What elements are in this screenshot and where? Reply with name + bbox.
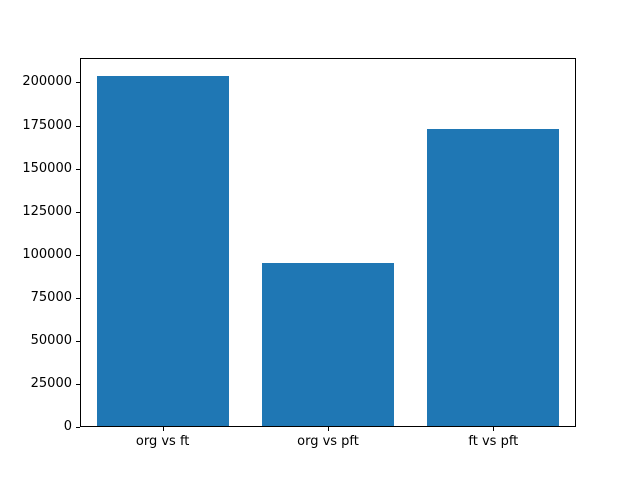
y-tick-label: 150000 xyxy=(22,160,72,176)
y-tick-label: 100000 xyxy=(22,246,72,262)
y-tick-label: 25000 xyxy=(30,375,72,391)
y-tick-mark xyxy=(76,297,80,299)
y-tick-label: 50000 xyxy=(30,332,72,348)
x-tick-mark xyxy=(493,427,495,431)
y-tick-mark xyxy=(76,254,80,256)
y-tick-label: 125000 xyxy=(22,203,72,219)
y-tick-mark xyxy=(76,427,80,428)
y-tick-mark xyxy=(76,211,80,213)
x-tick-mark xyxy=(328,427,329,431)
y-tick-label: 75000 xyxy=(30,289,72,305)
x-tick-mark xyxy=(162,427,164,431)
bar-ft-vs-pft xyxy=(427,128,560,426)
bar-org-vs-pft xyxy=(261,263,395,426)
y-tick-label: 0 xyxy=(63,419,72,434)
y-tick-mark xyxy=(76,125,80,127)
y-tick-mark xyxy=(76,340,80,342)
x-tick-label: ft vs pft xyxy=(468,434,519,449)
y-tick-label: 175000 xyxy=(22,117,72,133)
bar-org-vs-ft xyxy=(96,75,229,426)
y-tick-label: 200000 xyxy=(22,74,72,90)
y-tick-mark xyxy=(76,383,80,385)
x-tick-label: org vs ft xyxy=(135,434,190,449)
y-tick-mark xyxy=(76,82,80,84)
x-tick-label: org vs pft xyxy=(297,434,359,449)
y-tick-mark xyxy=(76,168,80,170)
